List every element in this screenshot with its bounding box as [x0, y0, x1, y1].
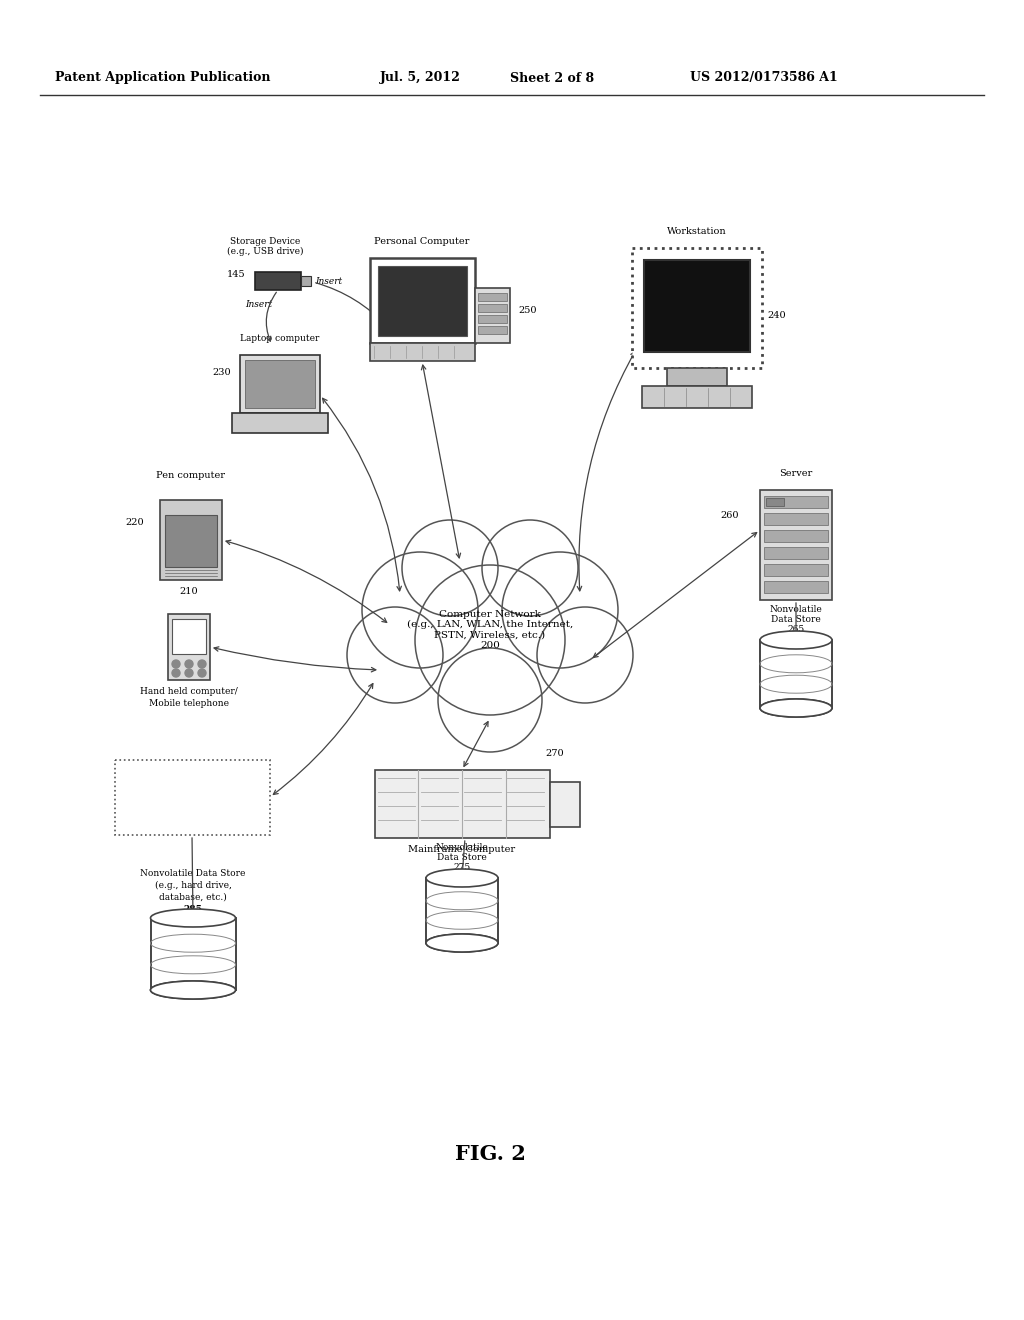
FancyBboxPatch shape — [764, 581, 828, 593]
FancyBboxPatch shape — [764, 546, 828, 558]
Circle shape — [185, 660, 193, 668]
FancyBboxPatch shape — [478, 304, 507, 312]
Text: Insert: Insert — [315, 277, 342, 286]
Text: Mobile telephone: Mobile telephone — [150, 700, 229, 708]
Ellipse shape — [151, 981, 236, 999]
Circle shape — [172, 669, 180, 677]
FancyBboxPatch shape — [764, 496, 828, 508]
Text: 210: 210 — [179, 587, 199, 597]
Circle shape — [172, 660, 180, 668]
Text: Handling System: Handling System — [153, 785, 231, 795]
Text: 250: 250 — [518, 306, 537, 315]
Ellipse shape — [760, 631, 831, 649]
FancyBboxPatch shape — [426, 878, 498, 942]
Circle shape — [415, 565, 565, 715]
FancyBboxPatch shape — [232, 413, 328, 433]
FancyBboxPatch shape — [370, 343, 475, 360]
Text: 275: 275 — [454, 863, 471, 873]
Text: Data Store: Data Store — [437, 853, 486, 862]
Text: Personal Computer: Personal Computer — [375, 238, 470, 246]
Circle shape — [347, 607, 443, 704]
Text: Nonvolatile: Nonvolatile — [770, 605, 822, 614]
FancyBboxPatch shape — [475, 288, 510, 343]
FancyBboxPatch shape — [151, 917, 236, 990]
Text: 260: 260 — [720, 511, 738, 520]
Text: Storage Device: Storage Device — [229, 238, 300, 246]
FancyBboxPatch shape — [667, 368, 727, 385]
FancyBboxPatch shape — [764, 513, 828, 525]
Ellipse shape — [760, 700, 831, 717]
Text: 230: 230 — [212, 368, 230, 378]
FancyBboxPatch shape — [764, 531, 828, 543]
Text: Insert: Insert — [245, 300, 272, 309]
Text: Nonvolatile: Nonvolatile — [435, 843, 488, 851]
FancyBboxPatch shape — [240, 355, 319, 413]
FancyBboxPatch shape — [172, 619, 206, 653]
Text: Information: Information — [165, 771, 219, 780]
Text: Jul. 5, 2012: Jul. 5, 2012 — [380, 71, 461, 84]
FancyBboxPatch shape — [478, 315, 507, 323]
Text: 265: 265 — [787, 624, 805, 634]
FancyBboxPatch shape — [632, 248, 762, 368]
FancyBboxPatch shape — [642, 385, 752, 408]
FancyBboxPatch shape — [760, 640, 831, 708]
Circle shape — [402, 520, 498, 616]
Text: 270: 270 — [545, 748, 563, 758]
FancyBboxPatch shape — [245, 360, 315, 408]
Text: 145: 145 — [227, 271, 246, 279]
Circle shape — [438, 648, 542, 752]
Circle shape — [198, 669, 206, 677]
FancyBboxPatch shape — [370, 257, 475, 343]
Text: Computer Network
(e.g., LAN, WLAN, the Internet,
PSTN, Wireless, etc.)
200: Computer Network (e.g., LAN, WLAN, the I… — [407, 610, 573, 651]
Text: Mainframe Computer: Mainframe Computer — [409, 845, 515, 854]
Text: Server: Server — [779, 469, 813, 478]
Text: Patent Application Publication: Patent Application Publication — [55, 71, 270, 84]
Ellipse shape — [426, 869, 498, 887]
Circle shape — [502, 552, 618, 668]
Text: Workstation: Workstation — [668, 227, 727, 236]
Text: FIG. 2: FIG. 2 — [455, 1144, 525, 1164]
FancyBboxPatch shape — [478, 293, 507, 301]
FancyBboxPatch shape — [168, 614, 210, 680]
Text: (e.g., hard drive,: (e.g., hard drive, — [155, 880, 231, 890]
Circle shape — [482, 520, 578, 616]
FancyBboxPatch shape — [165, 515, 217, 568]
FancyBboxPatch shape — [160, 500, 222, 579]
Circle shape — [185, 669, 193, 677]
Text: 240: 240 — [767, 312, 785, 319]
FancyBboxPatch shape — [550, 781, 580, 828]
Text: Sheet 2 of 8: Sheet 2 of 8 — [510, 71, 594, 84]
Ellipse shape — [760, 700, 831, 717]
Text: Data Store: Data Store — [771, 615, 821, 624]
Text: Nonvolatile Data Store: Nonvolatile Data Store — [140, 869, 246, 878]
Text: database, etc.): database, etc.) — [159, 894, 227, 902]
Text: Pen computer: Pen computer — [157, 471, 225, 480]
Ellipse shape — [426, 935, 498, 952]
Text: (e.g., USB drive): (e.g., USB drive) — [226, 247, 303, 256]
Ellipse shape — [426, 935, 498, 952]
FancyBboxPatch shape — [766, 498, 784, 506]
Text: 285: 285 — [183, 906, 203, 913]
Circle shape — [537, 607, 633, 704]
Circle shape — [362, 552, 478, 668]
Ellipse shape — [151, 981, 236, 999]
Text: US 2012/0173586 A1: US 2012/0173586 A1 — [690, 71, 838, 84]
Text: 280: 280 — [182, 799, 202, 808]
Circle shape — [198, 660, 206, 668]
Text: 220: 220 — [125, 517, 143, 527]
FancyBboxPatch shape — [764, 564, 828, 576]
Text: Hand held computer/: Hand held computer/ — [140, 686, 238, 696]
Text: Laptop computer: Laptop computer — [241, 334, 319, 343]
FancyBboxPatch shape — [760, 490, 831, 601]
FancyBboxPatch shape — [478, 326, 507, 334]
FancyBboxPatch shape — [115, 760, 270, 836]
FancyBboxPatch shape — [375, 770, 550, 838]
FancyBboxPatch shape — [301, 276, 311, 286]
FancyBboxPatch shape — [644, 260, 750, 352]
FancyBboxPatch shape — [255, 272, 301, 290]
Ellipse shape — [151, 909, 236, 927]
FancyBboxPatch shape — [378, 267, 467, 337]
